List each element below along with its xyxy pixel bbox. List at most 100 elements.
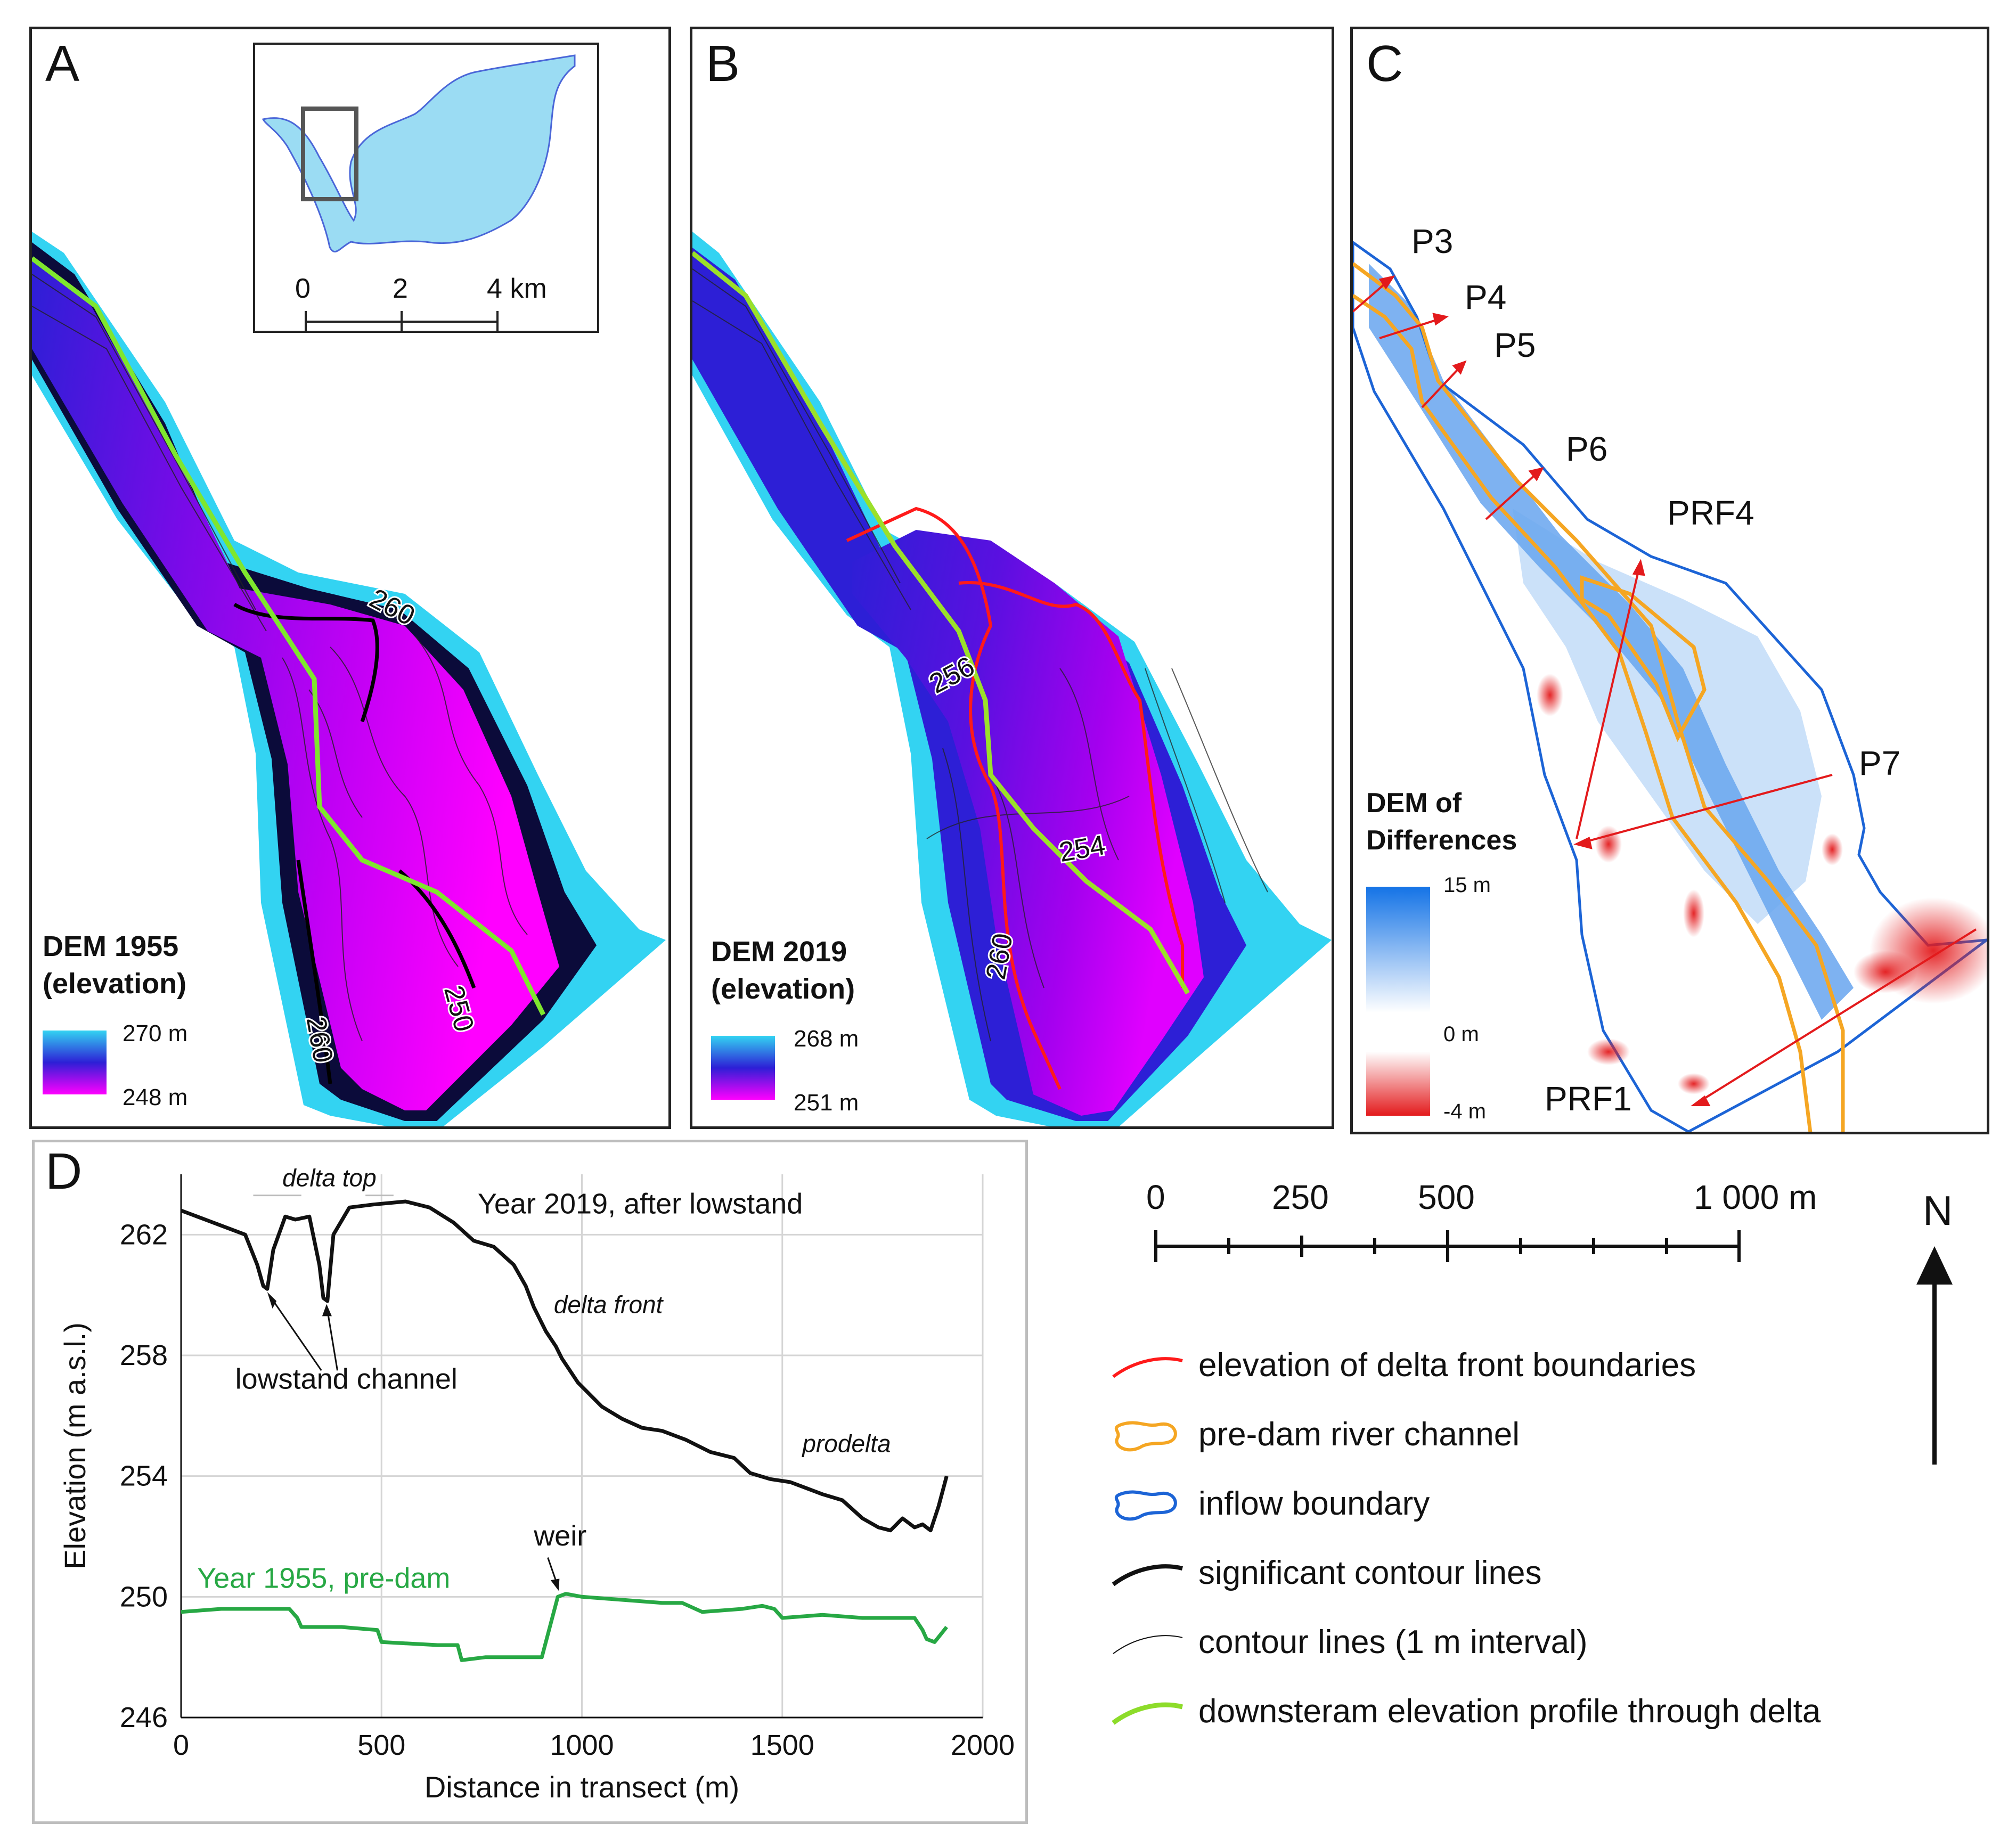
colorbar-max: 268 m [794, 1026, 859, 1052]
profile-transects [1353, 275, 1977, 1106]
x-tick-label: 500 [357, 1729, 405, 1761]
legend-item: significant contour lines [1108, 1550, 1987, 1598]
x-tick-label: 2000 [951, 1729, 1015, 1761]
legend-subtitle: (elevation) [711, 973, 855, 1005]
contour-lines-1m [32, 274, 528, 1042]
annotation-delta-front: delta front [554, 1291, 664, 1319]
dod-loss-zone [1595, 825, 1622, 863]
dod-loss-zone [1587, 1039, 1630, 1065]
dem-1955-map: 260 260 250 DEM 1955 (elevation) 270 m 2… [32, 232, 666, 1126]
scale-tick-label: 1 000 m [1694, 1178, 1817, 1216]
legend-item: downsteram elevation profile through del… [1108, 1688, 1987, 1736]
colorbar-max: 15 m [1443, 873, 1491, 897]
colorbar-mid: 0 m [1443, 1023, 1479, 1046]
annotation-weir: weir [533, 1520, 586, 1552]
scale-tick-label: 0 [1146, 1178, 1165, 1216]
downstream-profile-1955 [32, 256, 546, 1016]
downstream-profile-2019 [692, 251, 1190, 995]
dod-loss-zone [1683, 889, 1704, 937]
dod-loss-zone [1678, 1073, 1710, 1094]
scale-tick-label: 500 [1418, 1178, 1475, 1216]
legend-item: pre-dam river channel [1108, 1411, 1987, 1459]
thin-black-line-swatch-icon [1113, 1635, 1183, 1654]
lowstand-arrow [268, 1294, 322, 1371]
dod-colorbar [1366, 887, 1430, 1116]
series-line-1955 [181, 1592, 949, 1662]
legend-label: contour lines (1 m interval) [1198, 1624, 1588, 1661]
location-inset: 0 2 4 km [253, 43, 599, 333]
legend-item: elevation of delta front boundaries [1108, 1342, 1987, 1390]
annotation-delta-top: delta top [282, 1164, 376, 1192]
inset-map: 0 2 4 km [262, 54, 576, 332]
profile-label: P7 [1859, 744, 1900, 782]
profile-chart: 0 500 1000 1500 2000 246 250 254 258 262 Distance … [58, 1164, 1015, 1804]
series-label-1955: Year 1955, pre-dam [197, 1562, 450, 1594]
profile-label: P6 [1566, 430, 1607, 468]
profile-label: P4 [1465, 278, 1506, 316]
legend-label: significant contour lines [1198, 1555, 1542, 1591]
profile-label: P3 [1411, 222, 1453, 260]
y-axis-label: Elevation (m a.s.l.) [58, 1322, 92, 1569]
north-label: N [1923, 1187, 1953, 1234]
scale-and-north: 0 250 500 1 000 m N [1146, 1178, 1953, 1465]
panel-d-elevation-profile: D 0 500 1000 1500 2000 246 250 254 258 262 Distanc… [32, 1140, 1028, 1824]
panel-letter: C [1366, 35, 1403, 92]
map-legend: elevation of delta front boundaries pre-… [1108, 1118, 1987, 1811]
study-area-box [301, 107, 358, 201]
y-tick-label: 254 [120, 1460, 168, 1492]
lowstand-arrow [326, 1310, 338, 1371]
legend-title: DEM 1955 [43, 930, 178, 962]
x-tick-label: 0 [173, 1729, 189, 1761]
inset-scale-tick: 2 [393, 273, 408, 304]
map-scale-bar [1154, 1230, 1741, 1262]
dem-2019-map: 256 254 260 DEM 2019 (elevation) 268 m 2… [692, 232, 1332, 1126]
panel-letter: A [45, 35, 80, 92]
inset-scale-bar [305, 311, 499, 332]
elevation-colorbar [43, 1031, 107, 1094]
legend-title: DEM of [1366, 788, 1462, 819]
x-axis-label: Distance in transect (m) [425, 1770, 739, 1804]
dod-loss-zone [1537, 674, 1563, 716]
y-tick-label: 250 [120, 1581, 168, 1613]
profile-label: PRF1 [1545, 1080, 1632, 1118]
north-arrow-icon [1916, 1246, 1953, 1285]
colorbar-max: 270 m [123, 1020, 187, 1046]
thick-black-line-swatch-icon [1112, 1564, 1183, 1587]
scale-tick-label: 250 [1272, 1178, 1329, 1216]
legend-label: pre-dam river channel [1198, 1416, 1520, 1453]
legend-title: DEM 2019 [711, 936, 847, 968]
contour-lines-1m [692, 268, 1268, 1042]
y-tick-label: 262 [120, 1219, 168, 1250]
panel-c-dem-of-differences: P3 P4 P5 P6 PRF4 P7 PRF1 DEM of Differen… [1350, 27, 1989, 1134]
green-line-swatch-icon [1112, 1702, 1183, 1725]
annotation-prodelta: prodelta [801, 1429, 891, 1457]
lowstand-arrowhead [322, 1304, 332, 1317]
profile-label: P5 [1494, 326, 1536, 364]
colorbar-min: 251 m [794, 1090, 859, 1116]
reservoir-outline [262, 54, 576, 253]
panel-letter: D [45, 1143, 83, 1200]
legend-subtitle: Differences [1366, 825, 1517, 856]
elevation-colorbar [711, 1036, 775, 1100]
y-tick-label: 246 [120, 1702, 168, 1733]
profile-label: PRF4 [1667, 494, 1754, 532]
colorbar-min: 248 m [123, 1084, 187, 1110]
panel-b-dem-2019: 256 254 260 DEM 2019 (elevation) 268 m 2… [690, 27, 1334, 1129]
panel-letter: B [706, 35, 740, 92]
significant-contours-2019 [846, 506, 1184, 1090]
dod-map: P3 P4 P5 P6 PRF4 P7 PRF1 DEM of Differen… [1353, 222, 1987, 1132]
orange-blob-swatch-icon [1114, 1421, 1177, 1452]
legend-item: inflow boundary [1108, 1481, 1987, 1528]
blue-blob-swatch-icon [1114, 1490, 1177, 1521]
dod-loss-zone [1854, 951, 1917, 993]
dod-loss-zone [1822, 833, 1843, 865]
x-tick-label: 1500 [750, 1729, 814, 1761]
legend-item: contour lines (1 m interval) [1108, 1619, 1987, 1667]
dod-gain-channel [1369, 264, 1854, 1020]
legend-label: elevation of delta front boundaries [1198, 1347, 1696, 1384]
inset-scale-tick: 4 km [487, 273, 547, 304]
legend-subtitle: (elevation) [43, 968, 186, 1000]
series-label-2019: Year 2019, after lowstand [478, 1188, 803, 1220]
lowstand-arrowhead [267, 1292, 277, 1309]
